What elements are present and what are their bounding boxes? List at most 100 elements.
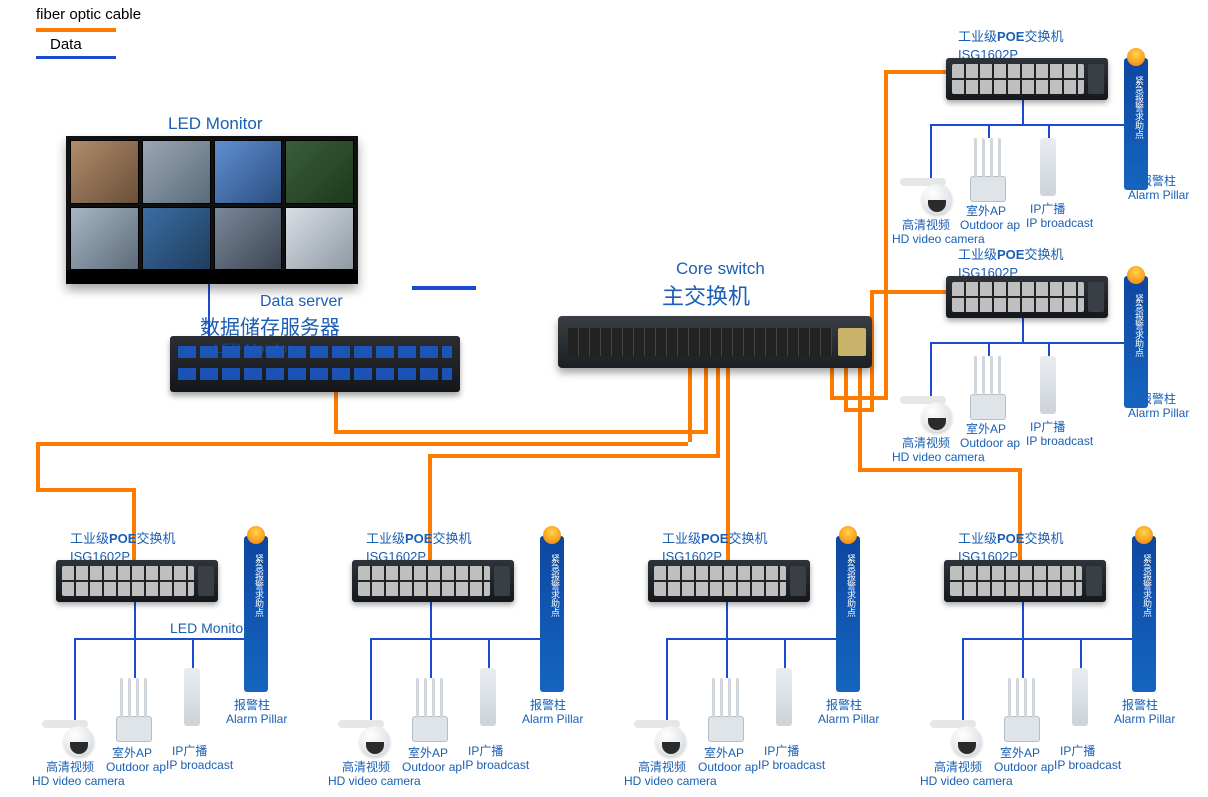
led-monitor-small-label: LED Monitor [170,620,248,636]
alarm-pillar-icon: 紧急报警求助点 [244,536,268,692]
poe-switch [56,560,218,602]
ip-broadcast-label-cn: IP广播 [764,742,799,759]
alarm-pillar-label-en: Alarm Pillar [226,712,287,726]
outdoor-ap-icon [116,676,152,742]
outdoor-ap-icon [412,676,448,742]
outdoor-ap-label-cn: 室外AP [408,744,448,761]
poe-switch-title: 工业级POE交换机ISG1602P [958,26,1064,62]
alarm-pillar-label-cn: 报警柱 [234,696,270,713]
ip-broadcast-label-cn: IP广播 [172,742,207,759]
core-switch [558,316,872,368]
outdoor-ap-label-cn: 室外AP [1000,744,1040,761]
data-segment [1022,100,1024,124]
outdoor-ap-label-en: Outdoor ap [960,436,1020,450]
fiber-segment [428,454,720,458]
alarm-pillar-label-en: Alarm Pillar [1114,712,1175,726]
data-segment [962,638,964,722]
ip-broadcast-label-cn: IP广播 [468,742,503,759]
poe-switch-title: 工业级POE交换机ISG1602P [958,528,1064,564]
alarm-pillar-icon: 紧急报警求助点 [1132,536,1156,692]
led-monitor-ghost-label: LED Monitor [214,340,292,356]
poe-switch-title: 工业级POE交换机ISG1602P [366,528,472,564]
hd-camera-icon [900,178,956,218]
outdoor-ap-label-en: Outdoor ap [698,760,758,774]
hd-camera-label-en: HD video camera [920,774,1013,788]
ip-broadcast-icon [776,668,792,726]
fiber-segment [858,468,1022,472]
alarm-pillar-icon: 紧急报警求助点 [836,536,860,692]
hd-camera-label-en: HD video camera [328,774,421,788]
poe-switch [648,560,810,602]
data-segment [726,638,728,678]
ip-broadcast-label-en: IP broadcast [462,758,529,772]
outdoor-ap-label-cn: 室外AP [966,420,1006,437]
hd-camera-label-cn: 高清视频 [342,758,390,775]
data-segment [1022,318,1024,342]
alarm-pillar-label-en: Alarm Pillar [522,712,583,726]
led-monitor-wall [66,136,358,284]
data-segment [134,638,136,678]
poe-switch [352,560,514,602]
outdoor-ap-label-en: Outdoor ap [994,760,1054,774]
poe-switch-title: 工业级POE交换机ISG1602P [958,244,1064,280]
poe-switch [946,276,1108,318]
data-segment [488,638,490,668]
ip-broadcast-icon [1040,356,1056,414]
hd-camera-label-cn: 高清视频 [934,758,982,775]
ip-broadcast-icon [1072,668,1088,726]
fiber-segment [36,442,688,446]
data-segment [74,638,76,722]
data-segment [784,638,786,668]
fiber-segment [884,70,946,74]
outdoor-ap-icon [970,354,1006,420]
data-segment [1022,638,1024,678]
ip-broadcast-label-cn: IP广播 [1060,742,1095,759]
fiber-segment [36,442,40,488]
alarm-pillar-icon: 紧急报警求助点 [1124,276,1148,408]
hd-camera-icon [42,720,98,760]
hd-camera-label-cn: 高清视频 [902,434,950,451]
outdoor-ap-label-cn: 室外AP [966,202,1006,219]
ip-broadcast-label-cn: IP广播 [1030,200,1065,217]
fiber-segment [36,488,136,492]
hd-camera-label-cn: 高清视频 [46,758,94,775]
data-segment [134,602,136,638]
outdoor-ap-icon [1004,676,1040,742]
hd-camera-label-cn: 高清视频 [902,216,950,233]
alarm-pillar-label-cn: 报警柱 [1140,172,1176,189]
alarm-pillar-label-cn: 报警柱 [1140,390,1176,407]
data-segment [74,638,258,640]
data-segment [370,638,372,722]
hd-camera-icon [338,720,394,760]
data-segment [430,602,432,638]
alarm-pillar-icon: 紧急报警求助点 [540,536,564,692]
fiber-segment [704,368,708,430]
ip-broadcast-label-en: IP broadcast [166,758,233,772]
core-switch-label-en: Core switch [676,259,765,279]
outdoor-ap-label-en: Outdoor ap [402,760,462,774]
outdoor-ap-icon [970,136,1006,202]
data-segment [726,602,728,638]
alarm-pillar-label-en: Alarm Pillar [1128,188,1189,202]
data-segment [192,638,194,668]
hd-camera-label-cn: 高清视频 [638,758,686,775]
hd-camera-icon [900,396,956,436]
ip-broadcast-label-en: IP broadcast [1026,434,1093,448]
hd-camera-label-en: HD video camera [892,450,985,464]
data-segment [1022,602,1024,638]
alarm-pillar-label-en: Alarm Pillar [1128,406,1189,420]
poe-switch-title: 工业级POE交换机ISG1602P [70,528,176,564]
data-segment [666,638,850,640]
poe-switch [946,58,1108,100]
outdoor-ap-icon [708,676,744,742]
data-segment [666,638,668,722]
fiber-segment [858,368,862,468]
alarm-pillar-label-cn: 报警柱 [826,696,862,713]
data-segment [370,638,554,640]
data-segment [930,342,932,398]
ip-broadcast-label-en: IP broadcast [1026,216,1093,230]
ip-broadcast-icon [1040,138,1056,196]
fiber-segment [870,290,946,294]
data-segment [962,638,1146,640]
hd-camera-label-en: HD video camera [624,774,717,788]
